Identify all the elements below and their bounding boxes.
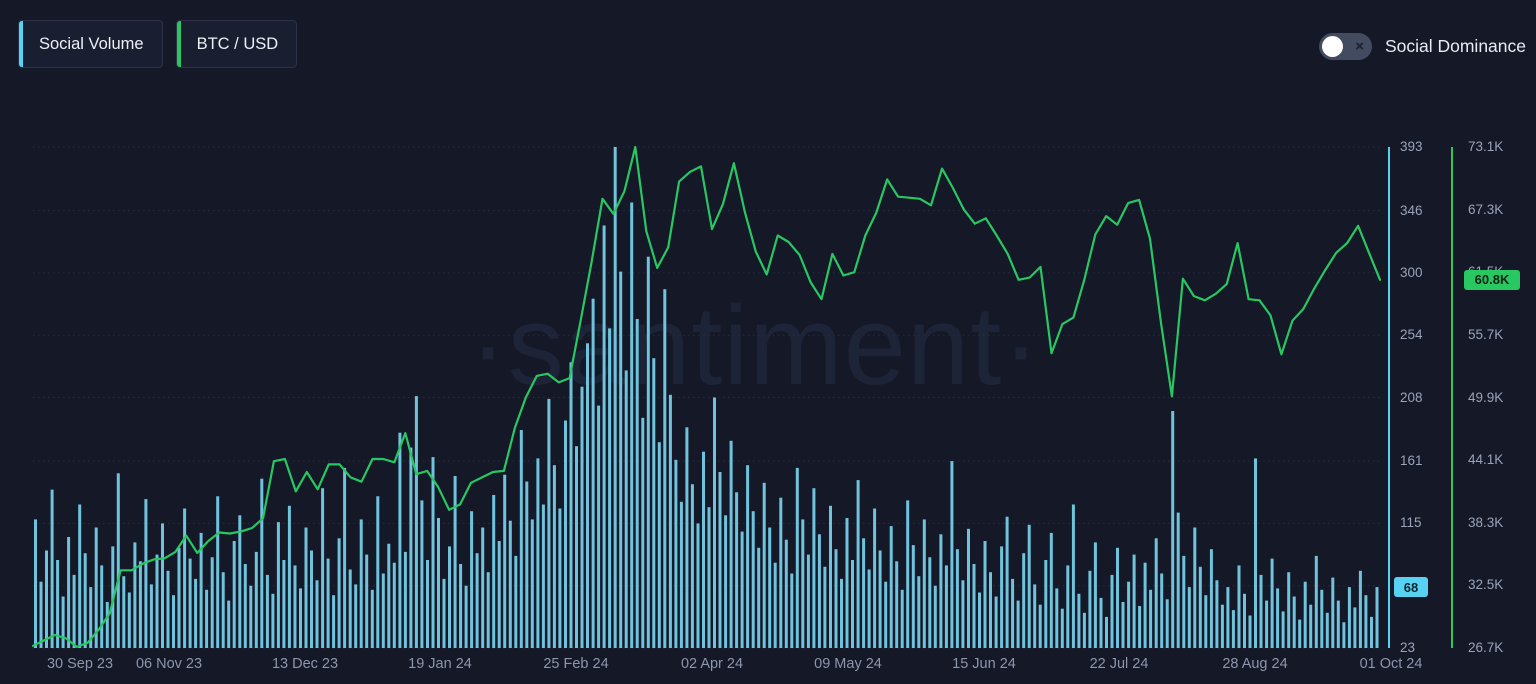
social-axis-tick: 208 bbox=[1400, 389, 1423, 405]
social-dominance-label: Social Dominance bbox=[1384, 36, 1526, 56]
social-axis-tick: 161 bbox=[1400, 453, 1423, 469]
x-axis-tick: 06 Nov 23 bbox=[135, 656, 203, 672]
price-axis-tick: 49.9K bbox=[1468, 389, 1504, 405]
legend-btc-usd-label: BTC / USD bbox=[196, 34, 279, 53]
social-dominance-control: × Social Dominance bbox=[1318, 33, 1526, 60]
legend: Social Volume BTC / USD bbox=[18, 20, 298, 68]
x-axis-tick: 01 Oct 24 bbox=[1359, 656, 1423, 672]
price-axis-tick: 55.7K bbox=[1468, 326, 1504, 342]
social-axis-tick: 346 bbox=[1400, 202, 1423, 218]
social-axis-tick: 23 bbox=[1400, 640, 1416, 655]
price-axis-tick: 44.1K bbox=[1468, 452, 1504, 468]
legend-social-volume-label: Social Volume bbox=[39, 34, 144, 53]
x-axis-tick: 09 May 24 bbox=[814, 656, 882, 672]
social-dominance-toggle[interactable]: × bbox=[1318, 33, 1372, 60]
social-axis-tick: 300 bbox=[1400, 264, 1423, 280]
btc-price-last-value-badge: 60.8K bbox=[1464, 269, 1520, 290]
social-axis-tick: 393 bbox=[1400, 139, 1423, 154]
social-volume-bars[interactable] bbox=[34, 147, 1379, 648]
price-axis-tick: 73.1K bbox=[1468, 139, 1504, 154]
x-axis-tick: 22 Jul 24 bbox=[1089, 656, 1149, 672]
social-volume-color-swatch bbox=[19, 21, 23, 67]
x-axis-tick: 02 Apr 24 bbox=[680, 656, 744, 672]
x-axis-tick: 25 Feb 24 bbox=[543, 656, 609, 672]
price-axis-tick: 38.3K bbox=[1468, 514, 1504, 530]
toggle-knob-icon bbox=[1321, 36, 1343, 57]
toggle-off-icon: × bbox=[1355, 37, 1364, 55]
legend-btc-usd[interactable]: BTC / USD bbox=[175, 20, 298, 68]
social-axis-tick: 254 bbox=[1400, 327, 1423, 343]
social-axis-tick: 115 bbox=[1400, 515, 1422, 531]
btc-usd-color-swatch bbox=[176, 21, 181, 67]
x-axis-tick: 15 Jun 24 bbox=[952, 656, 1016, 672]
social-volume-last-value-badge: 68 bbox=[1394, 577, 1428, 598]
x-axis-tick: 13 Dec 23 bbox=[271, 656, 339, 672]
axis-lines bbox=[1388, 147, 1453, 648]
legend-social-volume[interactable]: Social Volume bbox=[18, 20, 163, 68]
x-axis-tick: 30 Sep 23 bbox=[46, 656, 114, 672]
x-axis-tick: 19 Jan 24 bbox=[408, 656, 472, 672]
btc-price-line[interactable] bbox=[31, 145, 1382, 649]
price-axis-tick: 26.7K bbox=[1468, 640, 1504, 655]
x-axis-tick: 28 Aug 24 bbox=[1222, 656, 1288, 672]
price-axis-tick: 67.3K bbox=[1468, 201, 1504, 217]
price-axis-tick: 32.5K bbox=[1468, 577, 1504, 593]
